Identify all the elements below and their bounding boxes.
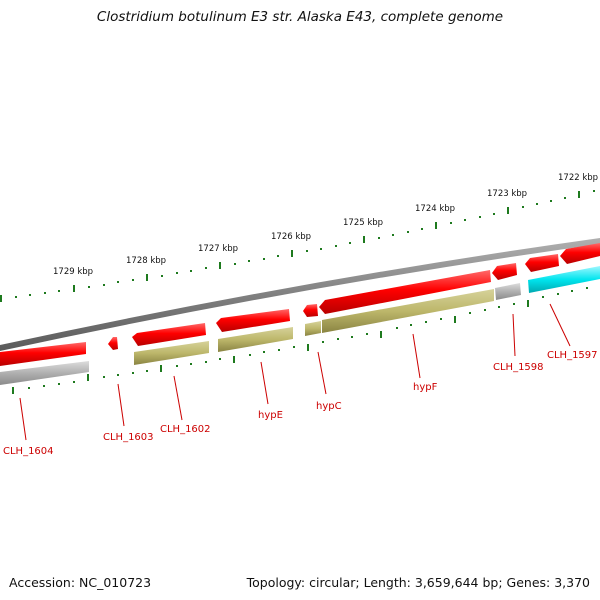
scale-label: 1728 kbp: [126, 256, 166, 266]
gene-label-clh-1598[interactable]: CLH_1598: [493, 362, 544, 373]
scale-label: 1722 kbp: [558, 173, 598, 183]
cds-feature[interactable]: [303, 304, 318, 317]
outer-scale: [0, 191, 580, 302]
outer-scale-minor: [15, 190, 595, 298]
gene-label-clh-1597[interactable]: CLH_1597: [547, 350, 598, 361]
cds-feature[interactable]: [492, 263, 517, 280]
scale-label: 1723 kbp: [487, 189, 527, 199]
genome-title: Clostridium botulinum E3 str. Alaska E43…: [96, 9, 504, 25]
gene-feature[interactable]: [0, 361, 89, 385]
inner-scale: [12, 300, 529, 394]
accession-label: Accession: NC_010723: [9, 575, 152, 590]
cds-track: [0, 243, 600, 366]
cds-feature[interactable]: [132, 323, 206, 346]
cds-feature[interactable]: [108, 337, 118, 350]
label-leaders: [19, 303, 571, 441]
scale-label: 1729 kbp: [53, 267, 93, 277]
gene-feature[interactable]: [495, 283, 521, 300]
inner-scale-minor: [28, 287, 588, 389]
cds-feature[interactable]: [0, 342, 86, 366]
gene-feature[interactable]: [528, 266, 600, 293]
gene-track: [0, 266, 600, 385]
scale-label: 1727 kbp: [198, 244, 238, 254]
gene-label-hypc[interactable]: hypC: [316, 401, 342, 412]
scale-label: 1725 kbp: [343, 218, 383, 228]
gene-labels: CLH_1604 CLH_1603 CLH_1602 hypE hypC hyp…: [3, 350, 598, 457]
gene-label-clh-1602[interactable]: CLH_1602: [160, 424, 211, 435]
gene-label-hypf[interactable]: hypF: [413, 382, 438, 393]
scale-labels: 1729 kbp 1728 kbp 1727 kbp 1726 kbp 1725…: [53, 173, 598, 277]
cds-feature[interactable]: [525, 254, 559, 272]
cds-feature[interactable]: [216, 309, 290, 332]
scale-label: 1724 kbp: [415, 204, 455, 214]
gene-label-clh-1603[interactable]: CLH_1603: [103, 432, 154, 443]
cds-feature[interactable]: [319, 270, 491, 314]
scale-label: 1726 kbp: [271, 232, 311, 242]
genome-summary: Topology: circular; Length: 3,659,644 bp…: [246, 575, 590, 590]
cds-feature[interactable]: [560, 243, 600, 264]
genome-backbone: [0, 238, 600, 351]
gene-feature[interactable]: [322, 289, 494, 333]
gene-feature[interactable]: [134, 341, 209, 365]
gene-label-clh-1604[interactable]: CLH_1604: [3, 446, 54, 457]
gene-feature[interactable]: [305, 321, 321, 336]
gene-feature[interactable]: [218, 327, 293, 352]
gene-label-hype[interactable]: hypE: [258, 410, 283, 421]
